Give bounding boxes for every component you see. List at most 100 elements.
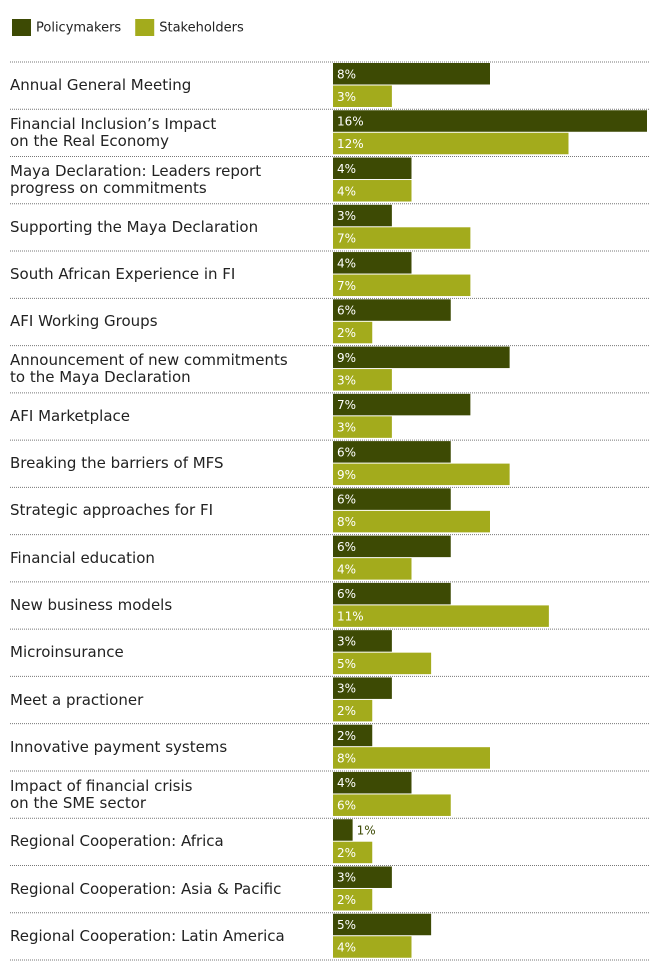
bar — [333, 204, 392, 227]
value-label: 8% — [337, 515, 356, 529]
value-label: 6% — [337, 445, 356, 459]
bar — [333, 180, 412, 202]
legend-label: Policymakers — [36, 21, 121, 36]
value-label: 3% — [337, 634, 356, 648]
value-label: 3% — [337, 373, 356, 387]
bar — [333, 771, 412, 794]
bar — [333, 299, 451, 321]
bar — [333, 110, 647, 132]
bar — [333, 321, 373, 344]
value-label: 3% — [337, 90, 356, 104]
bar — [333, 252, 412, 274]
category-label: Regional Cooperation: Asia & Pacific — [10, 879, 282, 898]
value-label: 4% — [337, 256, 356, 270]
bar — [333, 652, 432, 675]
value-label: 3% — [337, 871, 356, 885]
value-label: 4% — [337, 562, 356, 576]
category-label: Annual General Meeting — [10, 76, 192, 95]
bar — [333, 416, 392, 438]
value-label: 3% — [337, 209, 356, 223]
category-label: Financial Inclusion’s Impact on the Real… — [10, 114, 217, 150]
value-label: 4% — [337, 940, 356, 954]
bar — [333, 85, 392, 107]
value-label: 4% — [337, 162, 356, 176]
value-label: 2% — [337, 326, 356, 340]
bar — [333, 441, 451, 463]
value-label: 9% — [337, 468, 356, 482]
value-label: 3% — [337, 421, 356, 435]
bar — [333, 227, 471, 249]
value-label: 5% — [337, 657, 356, 671]
value-label: 4% — [337, 184, 356, 198]
value-label: 16% — [337, 115, 364, 129]
bar — [333, 463, 510, 486]
category-label: South African Experience in FI — [10, 265, 236, 284]
value-label: 2% — [337, 729, 356, 743]
bar — [333, 157, 412, 180]
category-label: New business models — [10, 596, 173, 615]
value-label: 7% — [337, 232, 356, 246]
category-label: Financial education — [10, 548, 155, 567]
bar — [333, 558, 412, 580]
legend-label: Stakeholders — [159, 21, 244, 36]
value-label: 6% — [337, 540, 356, 554]
bar — [333, 677, 392, 699]
value-label: 9% — [337, 351, 356, 365]
bar — [333, 488, 451, 510]
bar — [333, 699, 373, 722]
value-label: 7% — [337, 279, 356, 293]
legend-swatch — [135, 19, 155, 36]
category-label: Maya Declaration: Leaders report progres… — [10, 162, 262, 198]
bar — [333, 888, 373, 911]
bar — [333, 841, 373, 864]
category-label: AFI Marketplace — [10, 406, 130, 425]
bar — [333, 724, 373, 747]
bar — [333, 274, 471, 297]
value-label: 8% — [337, 751, 356, 765]
category-label: Regional Cooperation: Africa — [10, 832, 224, 851]
bar — [333, 510, 490, 533]
value-label: 6% — [337, 304, 356, 318]
value-label: 6% — [337, 799, 356, 813]
legend-swatch — [12, 19, 31, 36]
category-label: Regional Cooperation: Latin America — [10, 926, 285, 945]
bar — [333, 794, 451, 816]
category-label: Impact of financial crisis on the SME se… — [10, 776, 193, 812]
category-label: AFI Working Groups — [10, 312, 158, 331]
bar — [333, 819, 353, 841]
value-label: 12% — [337, 137, 364, 151]
value-label: 6% — [337, 493, 356, 507]
value-label: 7% — [337, 398, 356, 412]
value-label: 2% — [337, 704, 356, 718]
bar — [333, 63, 490, 85]
value-label: 2% — [337, 846, 356, 860]
bar — [333, 913, 432, 936]
bar — [333, 866, 392, 888]
value-label: 11% — [337, 610, 364, 624]
bar — [333, 582, 451, 605]
bar — [333, 369, 392, 391]
value-label: 6% — [337, 587, 356, 601]
category-label: Announcement of new commitments to the M… — [10, 351, 288, 387]
category-label: Microinsurance — [10, 643, 124, 662]
bar — [333, 605, 549, 627]
value-label: 4% — [337, 776, 356, 790]
category-label: Strategic approaches for FI — [10, 501, 214, 520]
bar — [333, 936, 412, 958]
value-label: 5% — [337, 918, 356, 932]
category-label: Supporting the Maya Declaration — [10, 217, 259, 236]
bar — [333, 132, 569, 155]
bar — [333, 535, 451, 558]
value-label: 2% — [337, 893, 356, 907]
bar — [333, 747, 490, 769]
bar — [333, 346, 510, 369]
category-label: Breaking the barriers of MFS — [10, 454, 224, 473]
value-label: 1% — [357, 823, 376, 837]
category-label: Meet a practioner — [10, 690, 144, 709]
value-label: 8% — [337, 67, 356, 81]
category-label: Innovative payment systems — [10, 737, 228, 756]
bar — [333, 393, 471, 416]
value-label: 3% — [337, 682, 356, 696]
